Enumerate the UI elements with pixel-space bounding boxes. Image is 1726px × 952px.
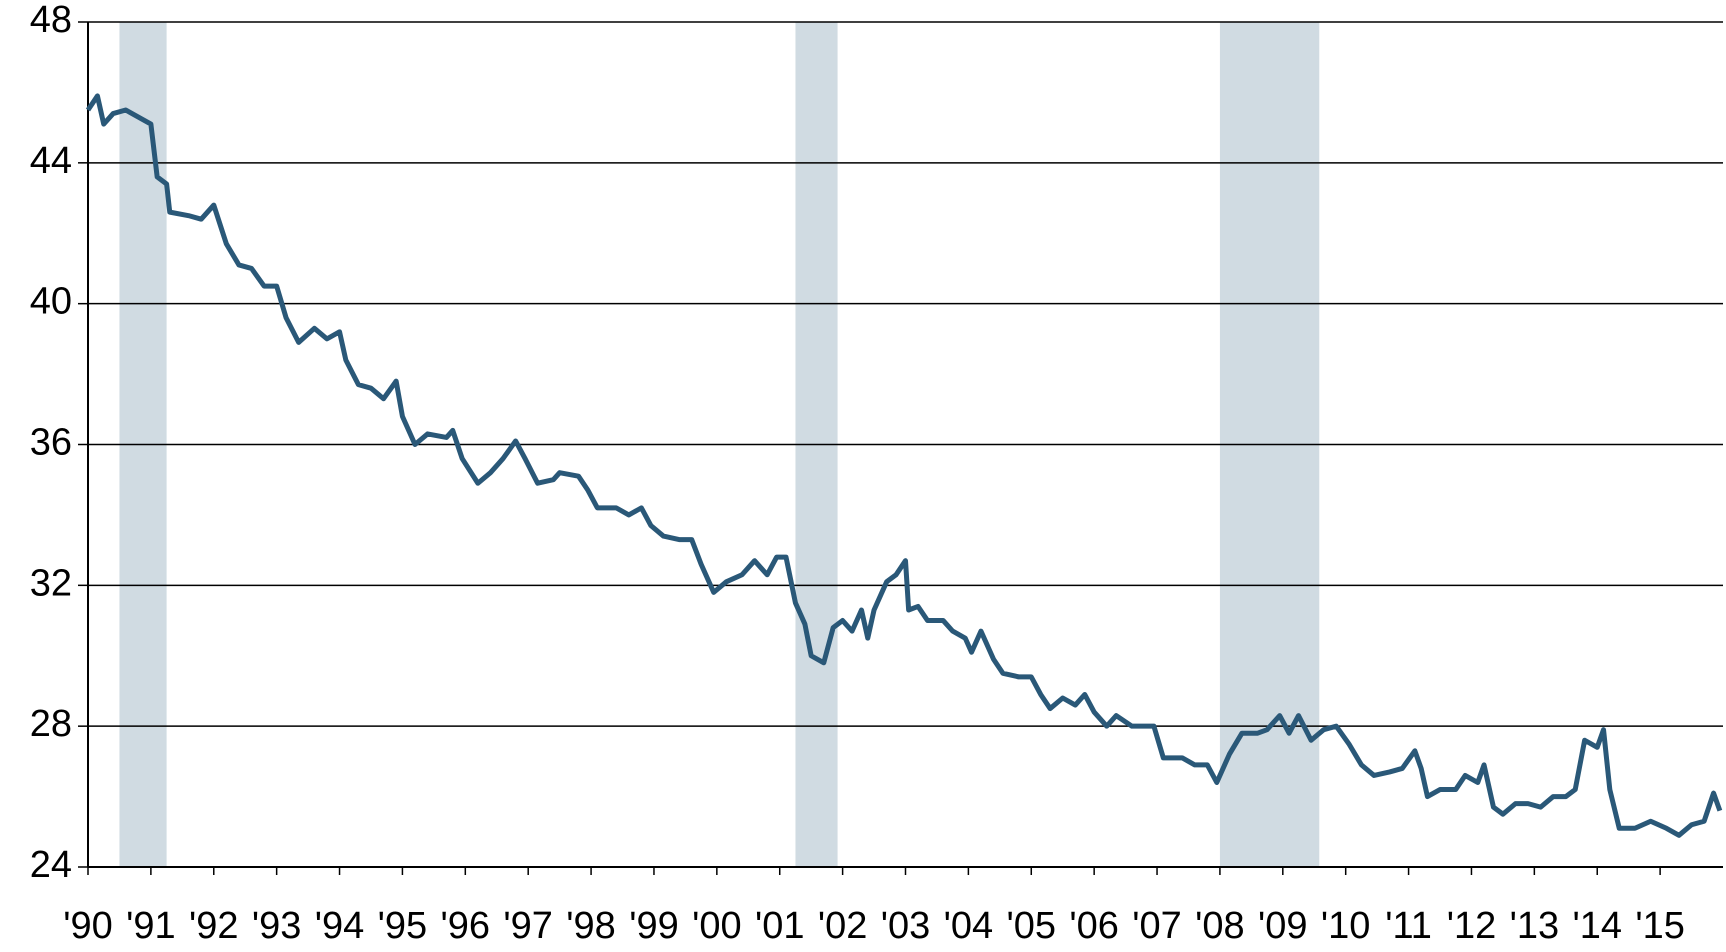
x-tick-label: '15 — [1635, 905, 1685, 947]
y-tick-label: 40 — [30, 281, 72, 323]
x-tick-label: '96 — [441, 905, 491, 947]
x-tick-label: '00 — [692, 905, 742, 947]
x-tick-label: '08 — [1195, 905, 1245, 947]
x-tick-label: '11 — [1385, 905, 1432, 947]
x-tick-label: '99 — [629, 905, 679, 947]
x-tick-label: '02 — [818, 905, 868, 947]
x-tick-label: '03 — [881, 905, 931, 947]
x-tick-label: '90 — [63, 905, 113, 947]
x-tick-label: '14 — [1572, 905, 1622, 947]
x-tick-label: '93 — [252, 905, 302, 947]
y-tick-label: 32 — [30, 562, 72, 604]
x-tick-label: '91 — [126, 905, 176, 947]
y-tick-label: 28 — [30, 703, 72, 745]
x-tick-label: '92 — [189, 905, 239, 947]
x-tick-label: '09 — [1258, 905, 1308, 947]
y-tick-label: 24 — [30, 844, 72, 886]
x-tick-label: '94 — [315, 905, 365, 947]
data-line — [85, 93, 1723, 838]
x-tick-label: '07 — [1132, 905, 1182, 947]
x-tick-label: '04 — [944, 905, 994, 947]
x-tick-label: '06 — [1069, 905, 1119, 947]
y-tick-label: 44 — [30, 140, 72, 182]
y-tick-label: 48 — [30, 0, 72, 41]
x-tick-label: '01 — [755, 905, 805, 947]
x-tick-label: '10 — [1321, 905, 1371, 947]
x-tick-label: '05 — [1007, 905, 1057, 947]
x-tick-label: '97 — [503, 905, 553, 947]
x-tick-label: '12 — [1447, 905, 1497, 947]
x-tick-label: '95 — [378, 905, 428, 947]
x-tick-label: '98 — [566, 905, 616, 947]
x-tick-label: '13 — [1510, 905, 1560, 947]
y-tick-label: 36 — [30, 422, 72, 464]
